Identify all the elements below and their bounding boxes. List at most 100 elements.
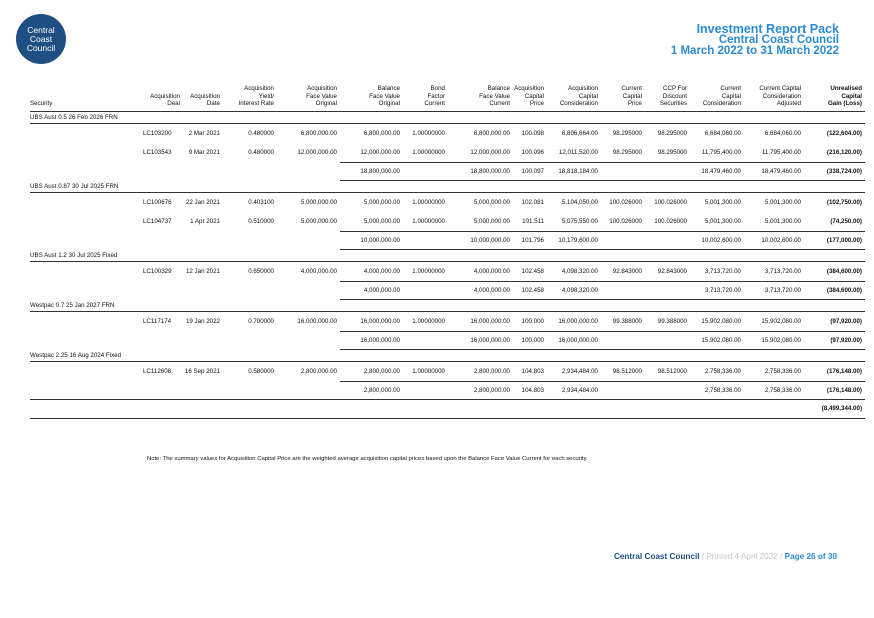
column-header-line: Interest Rate	[238, 100, 274, 108]
column-header-line: Acquisition	[307, 85, 337, 93]
security-name: UBS Aust 1.2 30 Jul 2025 Fixed	[30, 249, 865, 262]
table-cell: 98.295000	[612, 148, 642, 156]
table-cell: 1.00000000	[412, 217, 445, 225]
table-cell: (97,920.00)	[830, 317, 862, 325]
council-logo: Central Coast Council	[16, 14, 66, 64]
table-cell: 6,800,000.00	[473, 129, 510, 137]
column-header-line: Acquisition	[150, 92, 180, 100]
table-cell: LC103543	[143, 148, 172, 156]
table-cell: 5,104,050.00	[561, 198, 598, 206]
table-row: LC100329 12 Jan 2021 0.650000 4,000,000.00 4…	[30, 261, 865, 281]
table-cell: 5,000,000.00	[300, 198, 337, 206]
empty-cell	[143, 381, 183, 399]
subtotal-cell: 15,902,080.00	[690, 330, 744, 350]
empty-cell	[403, 280, 448, 300]
table-cell: 5,001,300.00	[764, 198, 801, 206]
subtotal-row: 4,000,000.00 4,000,000.00 102.458 4,098,320…	[30, 280, 865, 300]
empty-cell	[601, 280, 645, 300]
column-header: Unrealised Capital Gain (Loss)	[804, 78, 865, 112]
subtotal-cell: 18,479,460.00	[690, 161, 744, 181]
column-header: Acquisition Face Value Original	[277, 78, 340, 112]
table-cell: 5,000,000.00	[363, 198, 400, 206]
column-header-line: Unrealised	[830, 85, 862, 93]
empty-cell	[645, 380, 690, 400]
column-header-line: Capital	[622, 92, 642, 100]
table-cell: (216,120.00)	[826, 148, 862, 156]
column-header-line: Discount	[662, 92, 687, 100]
subtotal-cell: (384,600.00)	[804, 280, 865, 300]
empty-cell	[277, 162, 340, 180]
report-header: Investment Report Pack Central Coast Cou…	[670, 23, 839, 57]
subtotal-cell: 4,098,320.00	[547, 280, 601, 300]
empty-cell	[183, 381, 223, 399]
column-header-line: Acquisition	[244, 85, 274, 93]
column-header: Bond Factor Current	[403, 78, 448, 112]
subtotal-cell: 10,179,600.00	[547, 230, 601, 250]
column-header: Balance Face Value Current	[448, 78, 513, 112]
column-header-line: Current	[489, 100, 510, 108]
column-header-line: Yield/	[258, 92, 274, 100]
table-cell: LC100329	[143, 267, 172, 275]
table-cell: 16,000,000.00	[297, 317, 337, 325]
column-header-line: Face Value	[479, 92, 510, 100]
table-cell: 99.388000	[657, 317, 687, 325]
table-cell: 2,758,336.00	[764, 367, 801, 375]
subtotal-cell: (177,000.00)	[804, 230, 865, 250]
table-cell: 100.026000	[654, 198, 687, 206]
column-header-line: Capital	[841, 92, 862, 100]
subtotal-cell: 16,000,000.00	[547, 330, 601, 350]
table-cell: 6,806,664.00	[561, 129, 598, 137]
empty-cell	[403, 330, 448, 350]
table-cell: LC103200	[143, 129, 172, 137]
column-header-line: Current	[621, 85, 642, 93]
column-header-line: Current	[720, 85, 741, 93]
table-cell: 12,011,520.00	[558, 148, 598, 156]
subtotal-cell: (97,920.00)	[804, 330, 865, 350]
empty-cell	[403, 161, 448, 181]
column-header: Security	[30, 78, 143, 112]
table-cell: 104.803	[521, 367, 544, 375]
column-header-line: Capital	[721, 92, 741, 100]
empty-cell	[223, 331, 277, 349]
subtotal-cell: 2,800,000.00	[448, 380, 513, 400]
empty-cell	[223, 281, 277, 299]
subtotal-cell: 102.458	[513, 280, 547, 300]
column-header-line: Original	[378, 100, 400, 108]
column-header: Balance Face Value Original	[340, 78, 403, 112]
security-row: Westpac 2.25 16 Aug 2024 Fixed	[30, 349, 865, 362]
subtotal-cell: 10,002,600.00	[690, 230, 744, 250]
column-header-line: Original	[315, 100, 337, 108]
empty-cell	[30, 162, 143, 180]
table-cell: 1.00000000	[412, 267, 445, 275]
table-cell: 5,000,000.00	[473, 198, 510, 206]
column-header: Acquisition Yield/Interest Rate	[223, 78, 277, 112]
table-cell: 102.081	[521, 198, 544, 206]
empty-cell	[30, 398, 804, 419]
security-row: UBS Aust 1.2 30 Jul 2025 Fixed	[30, 249, 865, 262]
column-header-line: Security	[30, 100, 53, 108]
empty-cell	[30, 381, 143, 399]
subtotal-cell: 3,713,720.00	[690, 280, 744, 300]
empty-cell	[30, 143, 143, 163]
empty-cell	[143, 231, 183, 249]
empty-cell	[645, 280, 690, 300]
report-period: 1 March 2022 to 31 March 2022	[670, 45, 839, 57]
subtotal-cell: 2,934,484.00	[547, 380, 601, 400]
empty-cell	[645, 330, 690, 350]
table-cell: 2,800,000.00	[300, 367, 337, 375]
table-cell: 102.458	[521, 267, 544, 275]
security-name: UBS Aust 0.5 26 Feb 2026 FRN	[30, 111, 865, 124]
table-cell: 98.512000	[612, 367, 642, 375]
empty-cell	[30, 281, 143, 299]
table-cell: (74,250.00)	[830, 217, 862, 225]
empty-cell	[645, 161, 690, 181]
table-cell: (384,600.00)	[826, 267, 862, 275]
table-cell: 16,000,000.00	[470, 317, 510, 325]
empty-cell	[30, 331, 143, 349]
table-cell: 2 Mar 2021	[188, 129, 220, 137]
empty-cell	[277, 281, 340, 299]
table-cell: 92.843000	[612, 267, 642, 275]
empty-cell	[645, 230, 690, 250]
column-header-line: Consideration	[559, 100, 598, 108]
empty-cell	[183, 162, 223, 180]
